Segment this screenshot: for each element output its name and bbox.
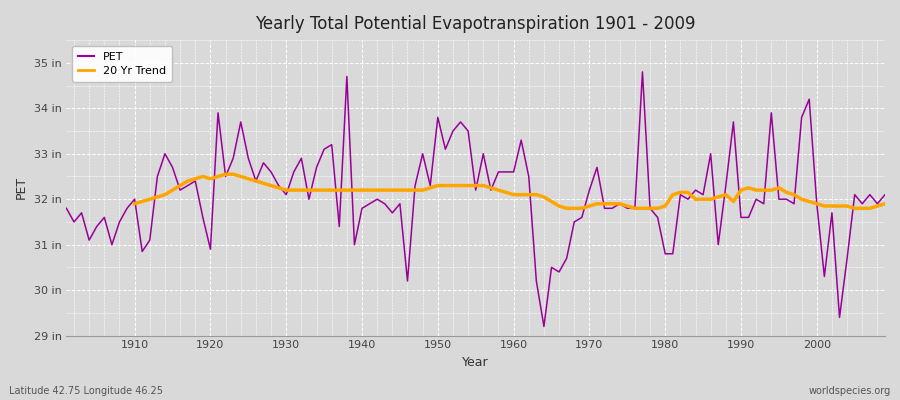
X-axis label: Year: Year bbox=[463, 356, 489, 369]
Title: Yearly Total Potential Evapotranspiration 1901 - 2009: Yearly Total Potential Evapotranspiratio… bbox=[256, 15, 696, 33]
Text: Latitude 42.75 Longitude 46.25: Latitude 42.75 Longitude 46.25 bbox=[9, 386, 163, 396]
Y-axis label: PET: PET bbox=[15, 176, 28, 200]
Legend: PET, 20 Yr Trend: PET, 20 Yr Trend bbox=[72, 46, 172, 82]
Text: worldspecies.org: worldspecies.org bbox=[809, 386, 891, 396]
